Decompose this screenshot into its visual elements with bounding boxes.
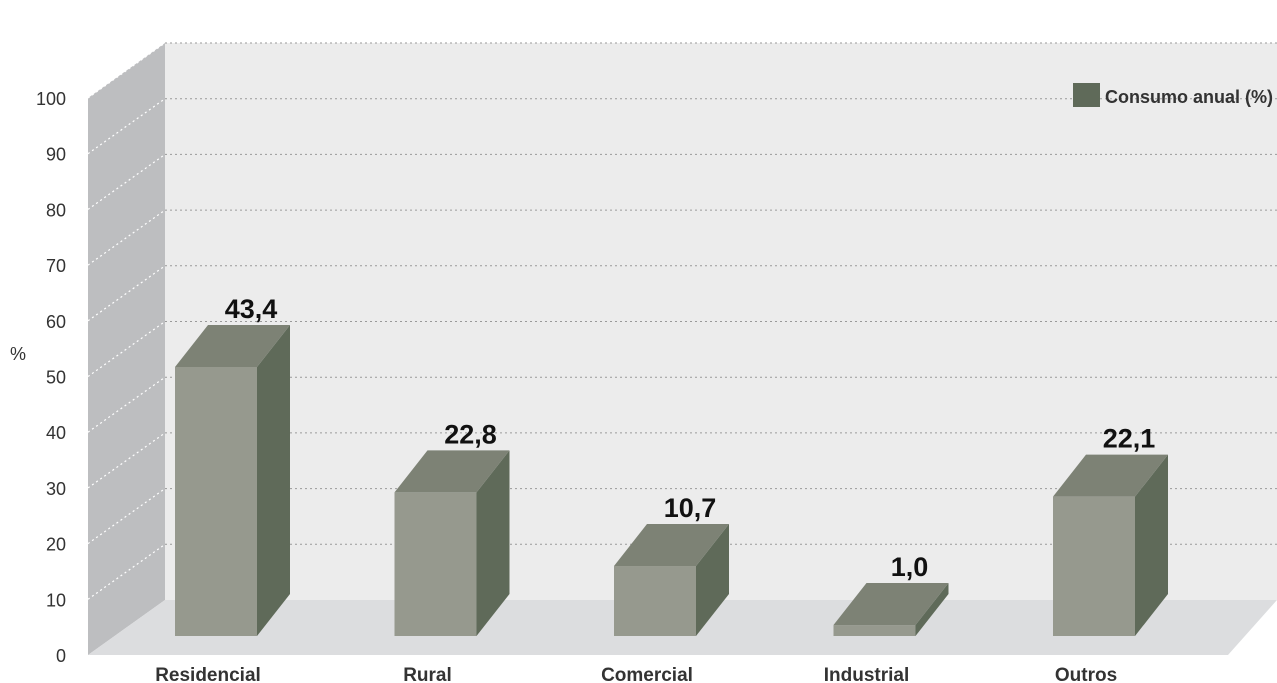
gridline-side	[87, 98, 166, 155]
x-tick-label: Comercial	[601, 665, 693, 683]
y-tick-label: 70	[46, 256, 66, 276]
bar-outros: 22,1	[1053, 424, 1168, 636]
data-label: 22,8	[444, 419, 497, 449]
bar-side	[915, 583, 949, 636]
y-axis: 0 10 20 30 40 50 60 70 80 90 100	[36, 89, 66, 666]
bar-comercial: 10,7	[614, 493, 729, 636]
bar-top	[614, 524, 729, 567]
y-tick-label: 90	[46, 145, 66, 165]
bar-top	[394, 450, 510, 493]
bar-top	[1053, 454, 1168, 497]
bar-side	[696, 524, 729, 636]
gridline-side	[87, 432, 166, 489]
y-axis-label: %	[10, 344, 26, 364]
x-tick-label: Rural	[403, 665, 452, 683]
y-tick-label: 100	[36, 89, 66, 109]
bar-rural: 22,8	[394, 419, 510, 636]
x-tick-label: Outros	[1055, 665, 1117, 683]
y-tick-label: 60	[46, 312, 66, 332]
gridline-side	[87, 543, 166, 600]
bar-front	[394, 492, 477, 636]
data-label: 10,7	[664, 493, 717, 523]
data-label: 43,4	[225, 294, 278, 324]
gridline-side	[87, 488, 166, 545]
y-tick-label: 40	[46, 423, 66, 443]
gridlines	[87, 42, 1277, 600]
bar-side	[257, 325, 290, 636]
x-tick-label: Residencial	[155, 665, 261, 683]
bar-front	[1053, 496, 1135, 636]
legend: Consumo anual (%)	[1073, 83, 1273, 107]
x-axis: Residencial Rural Comercial Industrial Outro…	[155, 665, 1117, 683]
bar-side	[1135, 454, 1168, 636]
legend-label: Consumo anual (%)	[1105, 87, 1273, 107]
gridline-side	[87, 153, 166, 210]
y-tick-label: 30	[46, 479, 66, 499]
y-tick-label: 10	[46, 590, 66, 610]
bar-side	[476, 450, 510, 636]
gridline-side	[87, 209, 166, 266]
bar-industrial: 1,0	[833, 552, 949, 636]
y-tick-label: 50	[46, 368, 66, 388]
gridline-side	[87, 42, 166, 99]
y-tick-label: 20	[46, 535, 66, 555]
data-label: 22,1	[1103, 424, 1156, 454]
y-tick-label: 80	[46, 200, 66, 220]
y-tick-label: 0	[56, 646, 66, 666]
bar-front	[614, 566, 696, 636]
gridline-side	[87, 321, 166, 377]
bars: 43,4 22,8 10,7 1,0 22,1	[175, 294, 1168, 636]
bar-front	[175, 367, 257, 636]
legend-swatch	[1073, 83, 1100, 107]
data-label: 1,0	[891, 552, 929, 582]
bar-front	[833, 625, 916, 636]
gridline-side	[87, 376, 166, 433]
x-tick-label: Industrial	[824, 665, 910, 683]
side-wall	[88, 43, 165, 655]
gridline-side	[87, 265, 166, 322]
bar-top	[175, 325, 290, 367]
bar-residencial: 43,4	[175, 294, 290, 636]
bar-top	[833, 583, 949, 626]
